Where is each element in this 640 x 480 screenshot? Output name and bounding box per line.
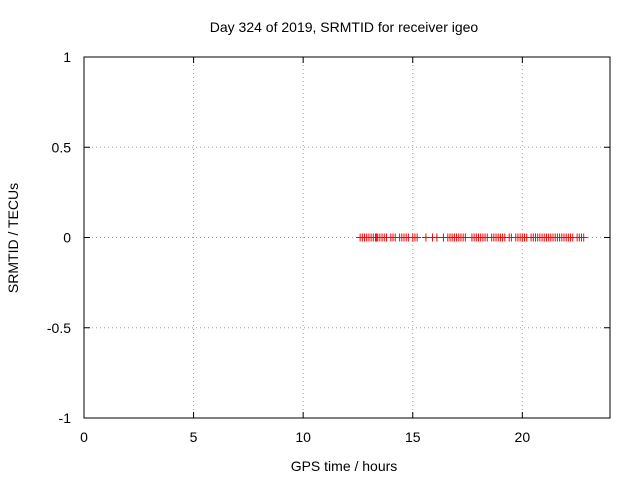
y-tick-label: 0.5 [52, 139, 72, 155]
x-tick-label: 5 [190, 429, 198, 445]
x-axis-label: GPS time / hours [291, 458, 398, 474]
x-tick-label: 10 [295, 429, 311, 445]
y-tick-label: -0.5 [47, 320, 71, 336]
y-axis-label: SRMTID / TECUs [5, 183, 21, 293]
x-tick-label: 15 [405, 429, 421, 445]
chart-title: Day 324 of 2019, SRMTID for receiver ige… [210, 19, 479, 35]
y-tick-label: -1 [59, 410, 72, 426]
data-point [579, 233, 588, 242]
axis-ticks: 1 0.5 0 -0.5 -1 0 5 10 15 20 [47, 49, 610, 445]
x-tick-label: 20 [515, 429, 531, 445]
data-points [356, 233, 588, 242]
data-point [413, 233, 422, 242]
y-tick-label: 1 [63, 49, 71, 65]
x-tick-label: 0 [80, 429, 88, 445]
y-tick-label: 0 [63, 230, 71, 246]
